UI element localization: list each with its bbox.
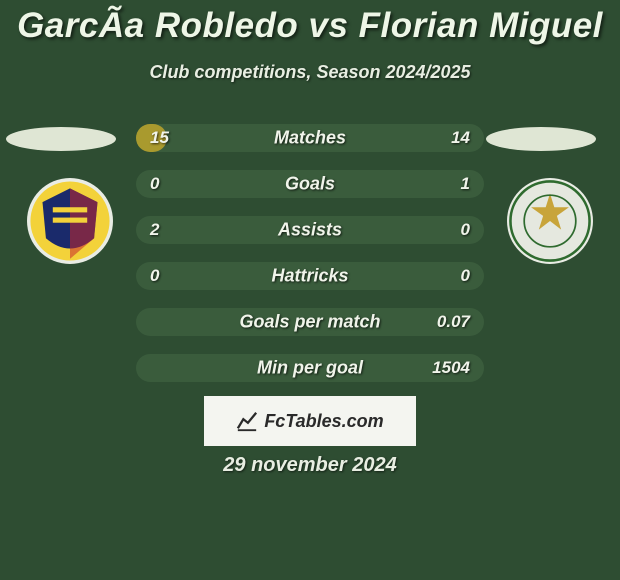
stat-label: Goals [136, 174, 484, 195]
stat-row: 20Assists [136, 216, 484, 244]
stat-row: 00Hattricks [136, 262, 484, 290]
stat-row: 01Goals [136, 170, 484, 198]
stat-row: 0.07Goals per match [136, 308, 484, 336]
page-subtitle: Club competitions, Season 2024/2025 [0, 62, 620, 83]
stat-label: Min per goal [136, 358, 484, 379]
stat-row: 1504Min per goal [136, 354, 484, 382]
page-title: GarcÃ­a Robledo vs Florian Miguel [0, 6, 620, 46]
stat-label: Assists [136, 220, 484, 241]
stat-label: Hattricks [136, 266, 484, 287]
stat-label: Goals per match [136, 312, 484, 333]
stat-row: 1514Matches [136, 124, 484, 152]
comparison-infographic: GarcÃ­a Robledo vs Florian Miguel Club c… [0, 0, 620, 580]
player-left-ellipse [6, 127, 116, 151]
watermark-text: FcTables.com [264, 411, 383, 432]
stat-label: Matches [136, 128, 484, 149]
club-badge-left [27, 178, 113, 264]
shield-icon [27, 178, 113, 264]
shield-icon [507, 178, 593, 264]
date-label: 29 november 2024 [0, 454, 620, 477]
watermark: FcTables.com [204, 396, 416, 446]
player-right-ellipse [486, 127, 596, 151]
chart-icon [236, 410, 258, 432]
club-badge-right [507, 178, 593, 264]
